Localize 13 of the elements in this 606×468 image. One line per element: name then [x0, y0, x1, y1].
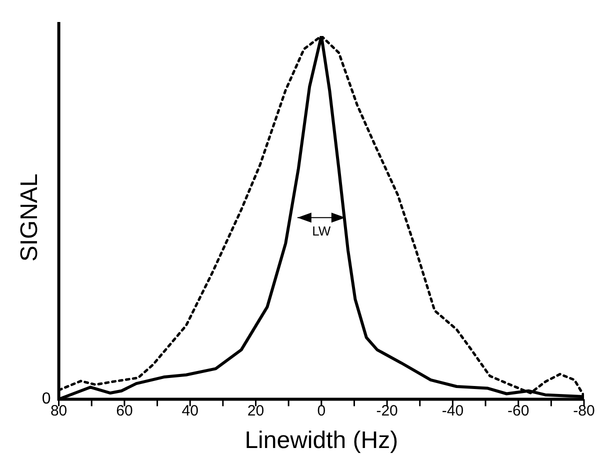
x-tick-label: 20	[247, 402, 264, 420]
x-tick-label: 60	[116, 402, 133, 420]
annotation: LW	[312, 224, 332, 239]
x-tick-label: -80	[573, 402, 595, 420]
text: 0	[42, 390, 51, 408]
x-tick-label: -60	[508, 402, 530, 420]
x-tick-label: -20	[376, 402, 398, 420]
y-axis-title: SIGNAL	[16, 174, 44, 262]
x-tick-label: 40	[182, 402, 198, 420]
x-tick-label: 80	[50, 402, 68, 420]
x-tick-label: -40	[442, 402, 464, 420]
x-axis-title: Linewidth (Hz)	[244, 427, 398, 454]
x-tick-label: 0	[317, 402, 326, 420]
